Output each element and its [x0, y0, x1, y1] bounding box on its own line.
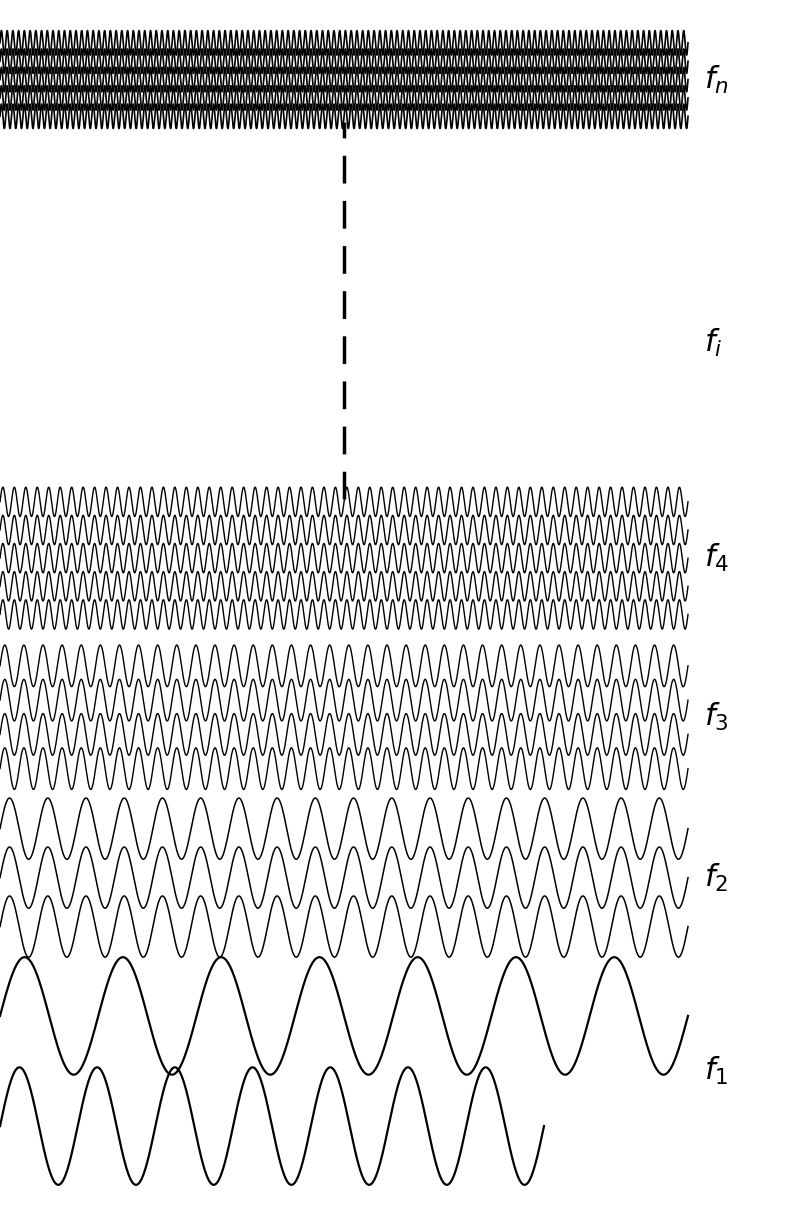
Text: $f_3$: $f_3$: [704, 701, 729, 733]
Text: $f_n$: $f_n$: [704, 64, 729, 95]
Text: $f_i$: $f_i$: [704, 327, 722, 359]
Text: $f_2$: $f_2$: [704, 862, 728, 894]
Text: $f_1$: $f_1$: [704, 1055, 728, 1087]
Text: $f_4$: $f_4$: [704, 542, 729, 574]
